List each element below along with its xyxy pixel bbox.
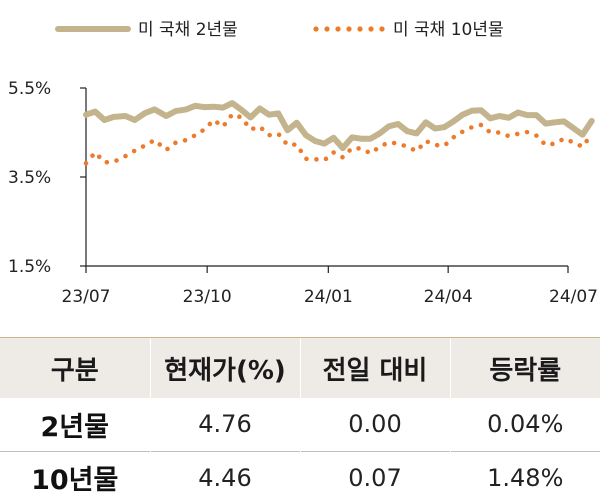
x-tick-label: 23/10 [183, 287, 232, 307]
header-category: 구분 [50, 355, 99, 386]
legend: 미 국채 2년물 미 국채 10년물 [55, 20, 504, 40]
x-tick-label: 24/01 [304, 287, 353, 307]
legend-label-2y: 미 국채 2년물 [138, 20, 238, 40]
cell-current-price: 4.76 [149, 398, 300, 451]
series-line-10y [83, 111, 595, 166]
x-tick-label: 24/07 [549, 287, 598, 307]
y-tick-label: 1.5% [8, 257, 51, 277]
x-tick-label: 24/04 [424, 287, 473, 307]
y-axis-ticks: 5.5% 3.5% 1.5% [8, 79, 86, 277]
header-daily-change: 전일 대비 [299, 338, 450, 398]
table-header-row: 구분 현재가(%) 전일 대비 등락률 [0, 338, 600, 398]
row-label-2y: 2년물 [40, 411, 109, 443]
series-line-2y [83, 100, 595, 152]
cell-daily-change: 0.00 [299, 398, 450, 451]
row-label-10y: 10년물 [0, 450, 150, 504]
y-tick-label: 5.5% [8, 79, 51, 99]
y-tick-label: 3.5% [8, 168, 51, 188]
header-current-price: 현재가(%) [149, 338, 300, 398]
table-row: 10년물 4.46 0.07 1.48% [0, 450, 600, 504]
table-row: 2년물 4.76 0.00 0.04% [0, 398, 600, 451]
x-axis-ticks: 23/07 23/10 24/01 24/04 24/07 [62, 266, 598, 307]
header-change-rate: 등락률 [449, 338, 600, 398]
legend-swatch-10y [313, 26, 385, 32]
cell-change-rate: 1.48% [449, 450, 600, 504]
cell-change-rate: 0.04% [449, 398, 600, 451]
legend-label-10y: 미 국채 10년물 [393, 20, 504, 40]
cell-daily-change: 0.07 [299, 450, 450, 504]
yield-summary-table: 구분 현재가(%) 전일 대비 등락률 2년물 4.76 0.00 0.04% … [0, 338, 600, 504]
cell-current-price: 4.46 [149, 450, 300, 504]
x-tick-label: 23/07 [62, 287, 111, 307]
yield-chart: 미 국채 2년물 미 국채 10년물 5.5%3.5%1.5% 23/07 23/… [8, 20, 598, 307]
